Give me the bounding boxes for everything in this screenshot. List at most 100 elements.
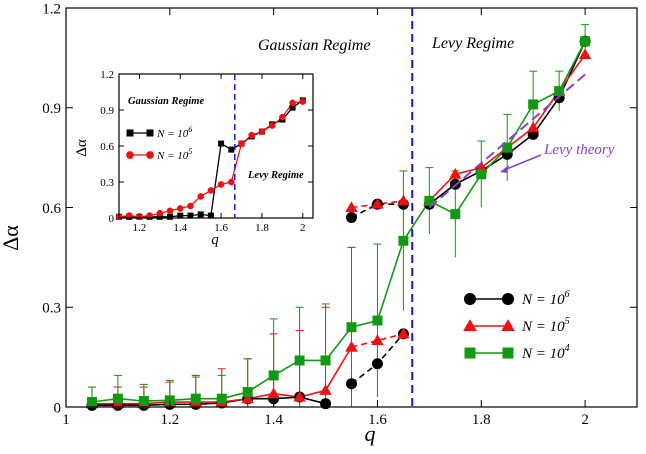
series-4-point: [86, 397, 97, 408]
levy-theory-line: [428, 73, 586, 209]
inset-series-5-point: [207, 187, 215, 194]
main-axes: 1 1.2 1.4 1.6 1.8 2 0 0.3 0.6 0.9 1.2: [42, 1, 638, 428]
inset-y-tick-label: 0.6: [100, 141, 114, 153]
inset-x-tick-label: 1.8: [255, 222, 269, 234]
inset-legend-label-5: N = 105: [156, 147, 192, 162]
inset-chart: 1.2 1.4 1.6 1.8 2 0 0.3 0.6 0.9 1.2 Gaussian Regi…: [74, 69, 314, 248]
series-5-point: [371, 334, 384, 345]
series-6-point: [346, 211, 357, 223]
inset-background: [119, 74, 313, 218]
inset-series-6-point: [218, 140, 225, 147]
main-y-tick-label: 0.6: [42, 201, 61, 217]
series-6-point: [371, 358, 383, 370]
inset-series-5-point: [156, 209, 164, 217]
main-x-tick-label: 1.2: [160, 412, 179, 428]
legend-label-4: N = 104: [521, 343, 570, 362]
inset-levy-regime-label: Levy Regime: [247, 170, 304, 181]
legend-marker-6: [463, 292, 477, 306]
main-legend: N = 106 N = 105 N = 104: [463, 289, 570, 362]
series-5-point: [345, 201, 358, 212]
inset-series-5-point: [197, 193, 204, 200]
series-4-point: [528, 99, 539, 110]
series-4-point: [372, 315, 383, 326]
levy-regime-label: Levy Regime: [431, 35, 514, 52]
inset-series-5-point: [299, 98, 307, 105]
main-chart: 1 1.2 1.4 1.6 1.8 2 0 0.3 0.6 0.9 1.2 Gaussian Reg…: [0, 1, 638, 446]
series-5-point: [449, 168, 462, 179]
inset-series-5-point: [125, 212, 133, 219]
series-5-point: [526, 121, 540, 133]
main-y-tick-label: 1.2: [42, 1, 61, 17]
inset-series-6-point: [187, 212, 194, 219]
inset-legend-marker-5: [146, 151, 154, 159]
series-4-point: [138, 396, 149, 407]
series-4-point: [398, 235, 409, 246]
legend-marker-5: [501, 319, 515, 331]
inset-series-5-point: [238, 140, 245, 147]
inset-series-5-point: [166, 207, 174, 215]
series-4-point: [242, 387, 253, 398]
series-5-point: [345, 340, 358, 352]
series-5-line: [351, 333, 404, 348]
levy-theory-arrow: [503, 154, 542, 171]
inset-series-6-point: [167, 213, 174, 220]
series-5-point: [578, 48, 592, 60]
inset-series-5-point: [289, 99, 296, 107]
series-5-point: [241, 392, 254, 404]
series-5-point: [371, 197, 384, 209]
series-4-point: [320, 355, 331, 366]
main-y-tick-label: 0.9: [42, 101, 61, 117]
inset-series-5-point: [187, 202, 194, 210]
legend-label-5: N = 105: [521, 316, 570, 335]
inset-series-5-point: [248, 131, 256, 139]
series-5-point: [293, 390, 306, 402]
inset-series-6-point: [228, 146, 235, 153]
inset-y-tick-label: 0: [109, 213, 115, 225]
inset-axes: 1.2 1.4 1.6 1.8 2 0 0.3 0.6 0.9 1.2: [100, 69, 314, 234]
inset-x-tick-label: 1.4: [173, 222, 187, 234]
y-axis-label: Δα: [0, 225, 23, 251]
legend-marker-4: [502, 347, 514, 359]
series-4-point: [554, 86, 565, 97]
main-y-tick-label: 0.3: [42, 301, 61, 317]
series-4-point: [268, 370, 279, 381]
inset-gaussian-regime-label: Gaussian Regime: [128, 96, 204, 107]
series-4-point: [502, 142, 513, 153]
series-4-point: [450, 209, 461, 220]
series-4-point: [294, 355, 305, 366]
series-4-point: [580, 36, 591, 47]
main-x-tick-label: 1.4: [264, 412, 283, 428]
inset-series-6-point: [197, 211, 204, 218]
series-4-point: [476, 169, 487, 180]
inset-legend-marker-5: [126, 151, 134, 159]
series-4-point: [424, 195, 435, 206]
legend-marker-6: [501, 292, 515, 306]
x-axis-label: q: [365, 421, 376, 446]
inset-y-tick-label: 0.3: [100, 177, 114, 189]
inset-series-5-point: [268, 122, 276, 129]
inset-series-6-point: [156, 213, 163, 220]
inset-x-tick-label: 1.2: [133, 222, 147, 234]
legend-exponent-6: 6: [565, 289, 570, 300]
inset-legend-marker-6: [126, 129, 134, 137]
inset-series-6-point: [207, 212, 214, 219]
inset-series-5-point: [146, 212, 153, 219]
gaussian-regime-label: Gaussian Regime: [258, 37, 370, 54]
inset-legend: N = 106 N = 105: [126, 125, 192, 162]
inset-x-tick-label: 1.6: [214, 222, 228, 234]
legend-label-6: N = 106: [521, 289, 570, 308]
inset-x-axis-label: q: [211, 232, 219, 248]
inset-series-5-point: [228, 178, 235, 186]
inset-series-5-point: [258, 128, 266, 135]
inset-series-5-point: [279, 113, 286, 121]
inset-series-5-point: [217, 181, 225, 188]
series-5-point: [397, 327, 410, 339]
legend-exponent-5: 5: [565, 316, 570, 327]
main-x-tick-label: 1.6: [368, 412, 387, 428]
inset-y-tick-label: 0.9: [100, 105, 114, 117]
series-5-point: [397, 194, 410, 206]
main-x-tick-label: 2: [581, 412, 589, 428]
levy-theory-label: Levy theory: [543, 142, 615, 158]
